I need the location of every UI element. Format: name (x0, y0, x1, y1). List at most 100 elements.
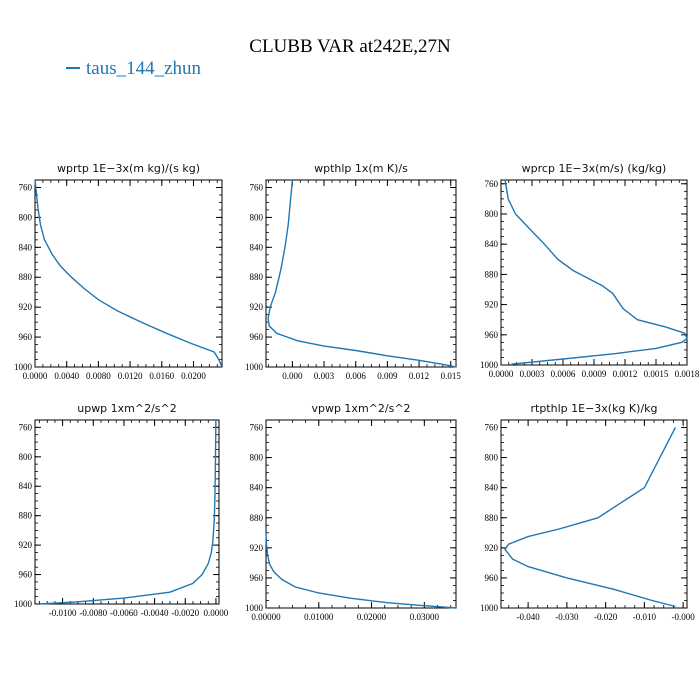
y-tick-label: 1000 (245, 603, 264, 613)
y-tick-label: 880 (485, 513, 499, 523)
y-tick-label: 920 (250, 302, 264, 312)
series-line (504, 427, 677, 608)
x-tick-label: 0.0000 (489, 369, 514, 379)
plot-frame (265, 179, 457, 368)
x-tick-label: 0.0040 (54, 371, 79, 381)
chart-main-title: CLUBB VAR at242E,27N (249, 36, 451, 57)
y-tick-label: 1000 (480, 603, 499, 613)
x-tick-label: 0.0000 (23, 371, 48, 381)
y-tick-label: 1000 (14, 362, 33, 372)
plot-frame (500, 419, 688, 609)
x-tick-label: 0.0160 (149, 371, 174, 381)
y-tick-label: 960 (485, 330, 499, 340)
y-tick-label: 1000 (480, 360, 499, 370)
x-tick-label: 0.0080 (86, 371, 111, 381)
series-line (39, 419, 217, 605)
x-tick-label: -0.040 (517, 612, 541, 622)
x-tick-label: 0.0012 (613, 369, 638, 379)
y-tick-label: 920 (485, 543, 499, 553)
x-tick-label: 0.01000 (304, 612, 334, 622)
y-tick-label: 800 (19, 212, 33, 222)
y-tick-label: 840 (19, 481, 33, 491)
y-tick-label: 880 (250, 513, 264, 523)
y-tick-label: 800 (485, 209, 499, 219)
x-tick-label: -0.010 (633, 612, 657, 622)
x-tick-label: 0.006 (346, 371, 367, 381)
x-tick-label: 0.0003 (520, 369, 545, 379)
y-tick-label: 880 (19, 511, 33, 521)
panel-5: vpwp 1xm^2/s^2 0.00000 0.01000 0.02000 0.030… (245, 402, 457, 622)
legend-label: taus_144_zhun (86, 58, 202, 79)
x-tick-label: -0.0100 (49, 608, 77, 618)
panel-title: wprcp 1E−3x(m/s) (kg/kg) (522, 162, 667, 175)
x-tick-label: 0.0200 (181, 371, 206, 381)
series-line (265, 532, 457, 609)
y-tick-label: 920 (19, 540, 33, 550)
y-tick-label: 880 (19, 272, 33, 282)
plot-frame (34, 179, 223, 368)
series-line (267, 179, 457, 368)
x-tick-label: 0.0015 (644, 369, 669, 379)
y-tick-label: 840 (19, 242, 33, 252)
y-tick-label: 800 (250, 453, 264, 463)
x-tick-label: -0.030 (555, 612, 579, 622)
y-tick-label: 960 (19, 570, 33, 580)
x-tick-label: 0.012 (409, 371, 429, 381)
y-tick-label: 880 (485, 269, 499, 279)
x-tick-label: -0.020 (594, 612, 618, 622)
y-tick-label: 920 (485, 300, 499, 310)
y-tick-label: 960 (250, 573, 264, 583)
series-line (504, 179, 688, 365)
panel-3: wprcp 1E−3x(m/s) (kg/kg) 0.0000 0.0003 0.00… (480, 162, 700, 379)
y-tick-label: 840 (250, 242, 264, 252)
y-tick-label: 960 (485, 573, 499, 583)
y-tick-label: 1000 (245, 362, 264, 372)
series-line (34, 179, 222, 366)
x-tick-label: -0.0060 (110, 608, 138, 618)
x-tick-label: -0.0040 (141, 608, 169, 618)
y-tick-label: 960 (250, 332, 264, 342)
x-tick-label: 0.0009 (582, 369, 607, 379)
y-tick-label: 800 (19, 452, 33, 462)
x-tick-label: 0.003 (314, 371, 335, 381)
y-tick-label: 800 (485, 453, 499, 463)
x-tick-label: 0.0000 (204, 608, 229, 618)
y-tick-label: 960 (19, 332, 33, 342)
x-tick-label: 0.000 (282, 371, 303, 381)
y-tick-label: 760 (250, 182, 264, 192)
y-tick-label: 760 (19, 182, 33, 192)
x-tick-label: -0.000 (672, 612, 696, 622)
x-tick-label: 0.0006 (551, 369, 576, 379)
panel-4: upwp 1xm^2/s^2-0.0100 -0.0080 -0.0060 -0.00… (14, 402, 229, 618)
panel-2: wpthlp 1x(m K)/s 0.000 0.003 0.006 0.009 0.01… (245, 162, 461, 381)
plot-frame (500, 179, 688, 366)
y-tick-label: 840 (485, 483, 499, 493)
panel-title: rtpthlp 1E−3x(kg K)/kg (530, 402, 657, 415)
y-tick-label: 840 (250, 483, 264, 493)
x-tick-label: 0.00000 (251, 612, 281, 622)
y-tick-label: 920 (19, 302, 33, 312)
x-tick-label: 0.0120 (118, 371, 143, 381)
y-tick-label: 1000 (14, 599, 33, 609)
y-tick-label: 760 (250, 423, 264, 433)
x-tick-label: 0.0018 (675, 369, 700, 379)
panel-1: wprtp 1E−3x(m kg)/(s kg) 0.0000 0.0040 0.00… (14, 162, 223, 381)
y-tick-label: 760 (485, 179, 499, 189)
x-tick-label: -0.0020 (171, 608, 199, 618)
x-tick-label: 0.02000 (357, 612, 387, 622)
legend: taus_144_zhun (66, 58, 201, 80)
plot-frame (34, 419, 220, 605)
y-tick-label: 880 (250, 272, 264, 282)
x-tick-label: 0.03000 (410, 612, 440, 622)
panel-title: upwp 1xm^2/s^2 (77, 402, 177, 415)
y-tick-label: 760 (19, 422, 33, 432)
legend-line-swatch (66, 66, 80, 69)
y-tick-label: 760 (485, 423, 499, 433)
panel-title: vpwp 1xm^2/s^2 (311, 402, 410, 415)
x-tick-label: -0.0080 (79, 608, 107, 618)
y-tick-label: 920 (250, 543, 264, 553)
panel-title: wprtp 1E−3x(m kg)/(s kg) (57, 162, 200, 175)
y-tick-label: 840 (485, 239, 499, 249)
panel-title: wpthlp 1x(m K)/s (314, 162, 408, 175)
